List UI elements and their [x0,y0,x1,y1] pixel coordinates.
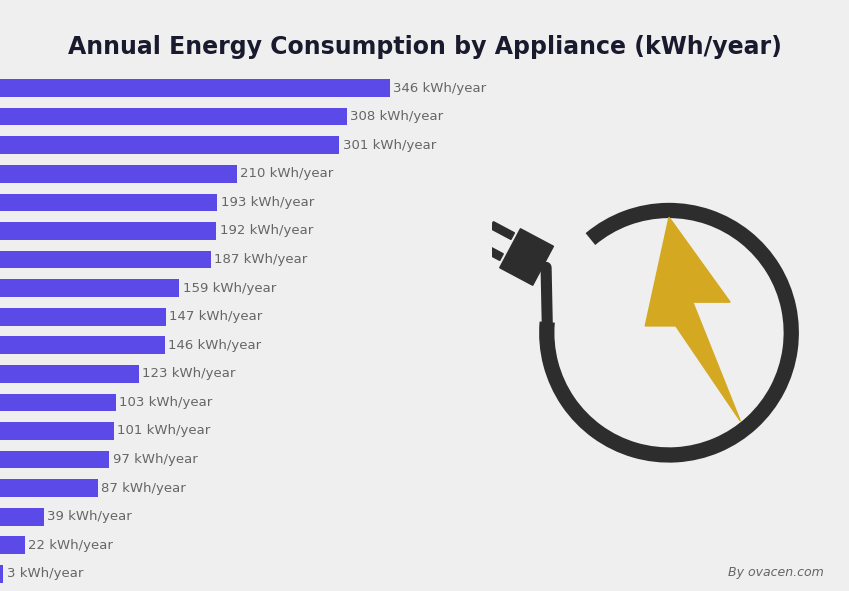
Bar [0,336,165,354]
Bar [0,79,390,97]
Bar [0,394,116,411]
Polygon shape [479,243,503,261]
Text: 3 kWh/year: 3 kWh/year [7,567,83,580]
Polygon shape [490,222,514,239]
Text: 308 kWh/year: 308 kWh/year [351,110,443,123]
Text: 187 kWh/year: 187 kWh/year [214,253,307,266]
Polygon shape [645,217,740,421]
Text: 123 kWh/year: 123 kWh/year [142,368,235,381]
Bar [0,479,98,497]
Bar [0,537,25,554]
Bar [0,565,3,583]
Text: 193 kWh/year: 193 kWh/year [221,196,314,209]
Bar [0,251,211,268]
Text: 210 kWh/year: 210 kWh/year [240,167,334,180]
Text: By ovacen.com: By ovacen.com [728,566,824,579]
Text: 97 kWh/year: 97 kWh/year [113,453,198,466]
Text: 301 kWh/year: 301 kWh/year [343,139,436,152]
Text: 22 kWh/year: 22 kWh/year [28,539,113,552]
Text: 147 kWh/year: 147 kWh/year [169,310,262,323]
Bar [0,451,110,469]
Bar [0,222,216,240]
Text: 101 kWh/year: 101 kWh/year [117,424,211,437]
Bar [0,108,347,125]
Polygon shape [500,229,554,285]
Text: 146 kWh/year: 146 kWh/year [168,339,261,352]
Bar [0,137,340,154]
Bar [0,193,217,211]
Bar [0,365,138,383]
Text: 159 kWh/year: 159 kWh/year [183,281,276,294]
Bar [0,279,179,297]
Text: 39 kWh/year: 39 kWh/year [48,510,132,523]
Bar [0,165,237,183]
Bar [0,508,44,525]
Text: 103 kWh/year: 103 kWh/year [120,396,213,409]
Text: 346 kWh/year: 346 kWh/year [393,82,486,95]
Text: 87 kWh/year: 87 kWh/year [101,482,186,495]
Text: Annual Energy Consumption by Appliance (kWh/year): Annual Energy Consumption by Appliance (… [68,35,781,60]
Text: 192 kWh/year: 192 kWh/year [220,225,313,238]
Bar [0,308,166,326]
Bar [0,422,114,440]
